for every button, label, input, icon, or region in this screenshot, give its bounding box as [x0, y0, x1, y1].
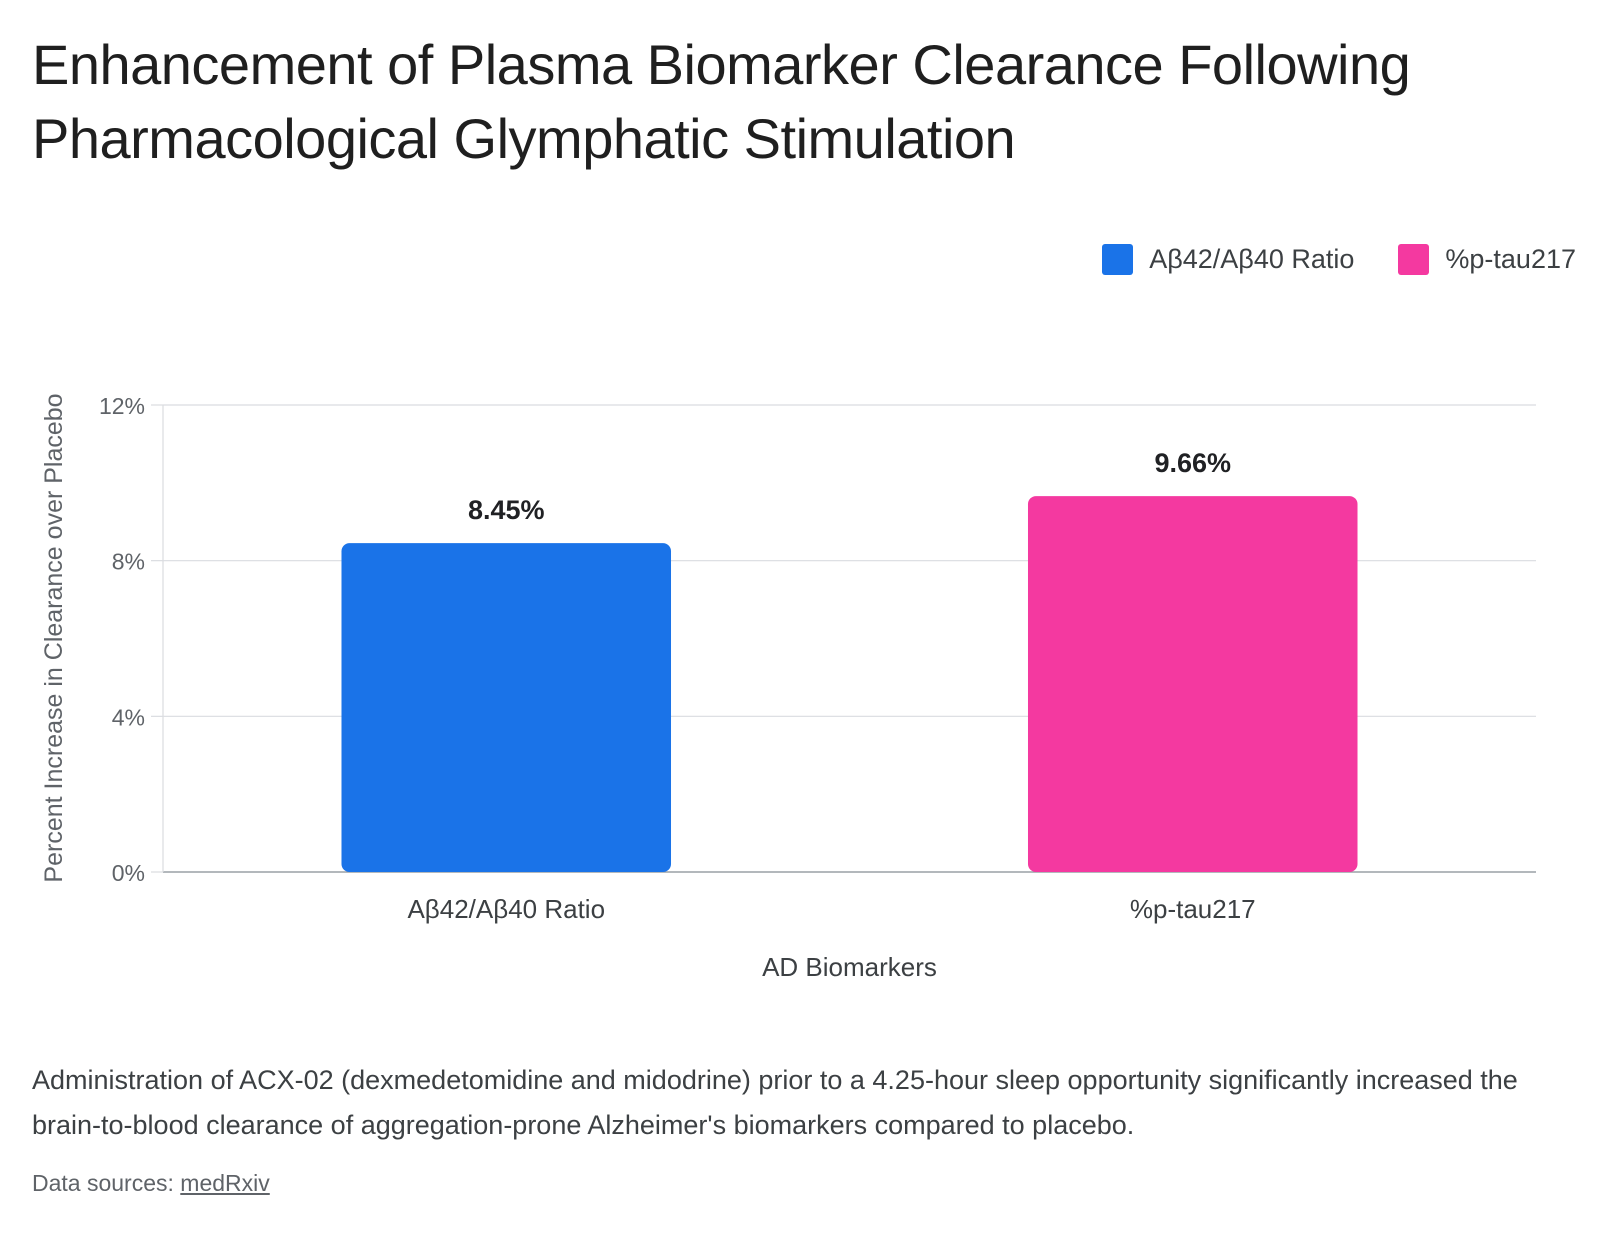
legend-label-ptau: %p-tau217	[1445, 244, 1576, 274]
y-axis-title: Percent Increase in Clearance over Place…	[40, 393, 68, 882]
legend-swatch-ptau	[1398, 244, 1430, 275]
legend-swatch-abeta	[1102, 244, 1134, 275]
y-tick-label: 4%	[112, 704, 145, 730]
source-link[interactable]: medRxiv	[180, 1170, 270, 1196]
y-tick-label: 8%	[112, 549, 145, 575]
y-tick-label: 0%	[112, 860, 145, 886]
data-source: Data sources: medRxiv	[32, 1170, 270, 1197]
legend-item-ptau: %p-tau217	[1398, 244, 1576, 275]
legend-item-abeta: Aβ42/Aβ40 Ratio	[1102, 244, 1354, 275]
x-tick-label: %p-tau217	[1130, 894, 1256, 924]
legend-label-abeta: Aβ42/Aβ40 Ratio	[1149, 244, 1355, 274]
y-tick-label: 12%	[99, 393, 145, 419]
chart-title: Enhancement of Plasma Biomarker Clearanc…	[32, 33, 1411, 170]
chart-caption: Administration of ACX-02 (dexmedetomidin…	[32, 1065, 1518, 1140]
bar	[1027, 496, 1358, 872]
data-label: 8.45%	[468, 495, 545, 525]
data-source-prefix: Data sources:	[32, 1170, 181, 1196]
x-axis-title: AD Biomarkers	[762, 952, 937, 982]
bar	[341, 543, 672, 872]
data-label: 9.66%	[1154, 448, 1231, 478]
legend: Aβ42/Aβ40 Ratio %p-tau217	[1102, 244, 1576, 275]
x-tick-label: Aβ42/Aβ40 Ratio	[407, 894, 605, 924]
